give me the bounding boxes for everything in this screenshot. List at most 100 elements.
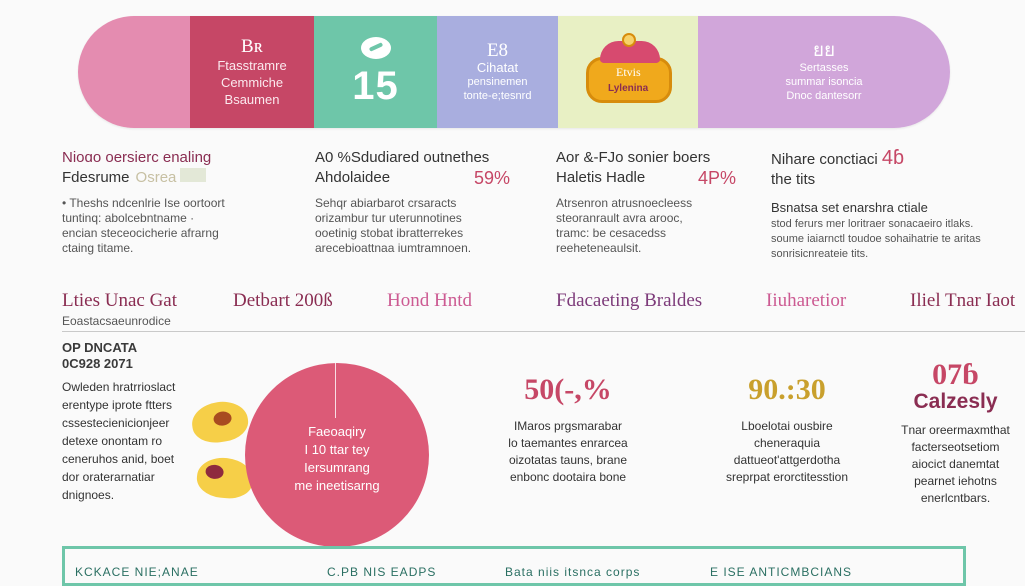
stat-block: 90.:30 Lboelotai ousbire cheneraquia dat… — [706, 372, 868, 486]
stat-subtitle: Calzesly — [913, 390, 998, 413]
left-text-block: OP DNCATA 0C928 2071 Owleden hratrriosla… — [62, 340, 222, 504]
banner-seg3-line: Cihatat — [476, 60, 519, 75]
top-banner: Bʀ Ftasstramre Cemmiche Bsaumen 15 E8 Ci… — [78, 16, 950, 128]
circle-divider — [335, 363, 336, 418]
banner-segment-lavender: E8 Cihatat pensinemen tonte-e;tesnrd — [437, 16, 558, 128]
column-body-strong: Bsnatsa set enarshra ctiale — [771, 200, 928, 215]
block-title: 0C928 2071 — [62, 356, 133, 371]
frame-label: KCKACE NIE;ANAE — [75, 565, 199, 579]
section-heading: Hond Hntd — [387, 290, 472, 311]
body-line: orizambur tur uterunnotines — [315, 211, 462, 225]
column-body: Atrsenron atrusnoecleess steoranrault av… — [556, 196, 736, 256]
jar-sublabel: Lylenina — [608, 83, 649, 94]
body-line: Tnar oreermaxmthat — [901, 423, 1010, 437]
column-subheading-row: Ahdolaidee 59% — [315, 168, 510, 188]
column-subheading: Haletis Hadle — [556, 169, 646, 186]
banner-segment-red: Bʀ Ftasstramre Cemmiche Bsaumen — [190, 16, 314, 128]
body-line: erentype iprote ftters — [62, 398, 173, 412]
section-heading: Detbart 200ß — [233, 290, 333, 311]
circle-line: I 10 ttar tey — [304, 442, 370, 457]
stat-body: IMaros prgsmarabar lo taemantes enrarcea… — [488, 418, 648, 486]
stat-block: 07ɓ Calzesly Tnar oreermaxmthat facterse… — [888, 360, 1023, 507]
honey-jar-icon: Etvis Lylenina — [578, 33, 678, 111]
column-subheading: Fdesrume — [62, 169, 130, 186]
body-line: dattueot'attgerdotha — [733, 453, 841, 467]
section-heading: Fdacaeting Braldes — [556, 290, 703, 311]
frame-label: Bata niis itsnca corps — [505, 565, 641, 579]
body-line: detexe onontam ro — [62, 434, 163, 448]
banner-segment-pink — [78, 16, 190, 128]
column-heading-row: Nihare conctiaci 4ɓ — [771, 148, 1025, 170]
banner-seg5-line: Sertasses — [799, 62, 849, 74]
banner-seg3-top: E8 — [486, 40, 509, 61]
stat-body: Tnar oreermaxmthat facterseotsetiom aioc… — [888, 422, 1023, 507]
stat-value: 90.:30 — [748, 373, 826, 406]
body-line: stod ferurs mer loritraer sonacaeiro itl… — [771, 218, 974, 230]
body-line: • Theshs ndcenlrie Ise oortoort — [62, 196, 225, 210]
body-line: cssestecienicionjeer — [62, 416, 170, 430]
banner-seg1-line: Ftasstramre — [217, 57, 287, 73]
jar-label: Etvis — [616, 65, 641, 79]
column-subheading: the tits — [771, 171, 816, 188]
banner-segment-teal: 15 — [314, 16, 437, 128]
body-line: reeheteneaulsit. — [556, 241, 642, 255]
banner-seg1-line: Cemmiche — [220, 74, 284, 90]
body-line: ceneruhos anid, boet — [62, 452, 175, 466]
column-subheading-row: Fdesrume Osrea — [62, 168, 267, 188]
body-line: Sehqr abiarbarot crsaracts — [315, 196, 457, 210]
banner-segment-cream: Etvis Lylenina — [558, 16, 698, 128]
body-line: dor oraterarnatiar — [62, 470, 155, 484]
body-line: arecebioattnaa iumtramnoen. — [315, 241, 472, 255]
column-heading: A0 %Sdudiared outnethes — [315, 149, 490, 166]
frame-label: E ISE ANTICMBCIANS — [710, 565, 853, 579]
body-line: cheneraquia — [753, 436, 821, 450]
section-heading: Iiuharetior — [766, 290, 847, 311]
body-line: facterseotsetiom — [911, 440, 1000, 454]
body-line: encian steceocicherie afrarng — [62, 226, 219, 240]
body-line: steoranrault avra arooc, — [556, 211, 683, 225]
body-line: enerlcntbars. — [920, 491, 991, 505]
stat-body: Lboelotai ousbire cheneraquia dattueot'a… — [706, 418, 868, 486]
column-heading: Aor &-FJo sonier boers — [556, 149, 711, 166]
divider — [62, 331, 1025, 332]
body-line: Owleden hratrrioslact — [62, 380, 176, 394]
body-line: tuntinq: abolcebntname · — [62, 211, 195, 225]
banner-seg3-line: pensinemen — [467, 76, 528, 88]
section-subheading: Eoastacsaeunrodice — [62, 314, 171, 328]
column-percent: 4P% — [697, 168, 736, 188]
cloud-icon — [360, 37, 391, 59]
block-title: OP DNCATA — [62, 340, 138, 355]
body-line: sonrisicnreateie tits. — [771, 248, 869, 260]
column-subheading-row: Haletis Hadle 4P% — [556, 168, 736, 188]
body-line: ctaing titame. — [62, 241, 134, 255]
banner-seg3-line: tonte-e;tesnrd — [463, 90, 532, 102]
column-heading: Nioɑo oersierc enaling — [62, 149, 212, 166]
body-line: Lboelotai ousbire — [741, 419, 833, 433]
info-column: Nioɑo oersierc enaling Fdesrume Osrea • … — [62, 148, 267, 256]
body-line: aiocict danemtat — [911, 457, 1000, 471]
body-line: dnignoes. — [62, 488, 115, 502]
body-line: soume iaiarnctl toudoe sohaihatrie te ar… — [771, 233, 981, 245]
circle-text: Faeoaqiry I 10 ttar tey Iersumrang me in… — [275, 423, 399, 495]
column-body: • Theshs ndcenlrie Ise oortoort tuntinq:… — [62, 196, 267, 256]
tag-box — [180, 168, 207, 182]
stat-value: 50(-,% — [524, 373, 612, 406]
body-line: Atrsenron atrusnoecleess — [556, 196, 693, 210]
column-subheading: Ahdolaidee — [315, 169, 391, 186]
body-line: lo taemantes enrarcea — [508, 436, 628, 450]
banner-big-number: 15 — [352, 64, 399, 108]
banner-seg1-line: Bsaumen — [224, 91, 280, 107]
column-body: stod ferurs mer loritraer sonacaeiro itl… — [771, 217, 1025, 262]
circle-line: me ineetisarng — [294, 478, 380, 493]
body-line: IMaros prgsmarabar — [513, 419, 623, 433]
bottom-frame: KCKACE NIE;ANAE C.PB NIS EADPS Bata niis… — [62, 546, 966, 586]
column-body: Sehqr abiarbarot crsaracts orizambur tur… — [315, 196, 510, 256]
body-line: tramc: be cesacedss — [556, 226, 667, 240]
info-column: Aor &-FJo sonier boers Haletis Hadle 4P%… — [556, 148, 736, 256]
circle-line: Iersumrang — [304, 460, 370, 475]
section-heading: Lties Unac Gat — [62, 290, 178, 311]
banner-seg5-line: Dnoc dantesorr — [786, 90, 862, 102]
body-line: ooetinig stobat ibratterrekes — [315, 226, 464, 240]
info-column: Nihare conctiaci 4ɓ the tits Bsnatsa set… — [771, 148, 1025, 262]
body-line: oizotatas tauns, brane — [508, 453, 628, 467]
